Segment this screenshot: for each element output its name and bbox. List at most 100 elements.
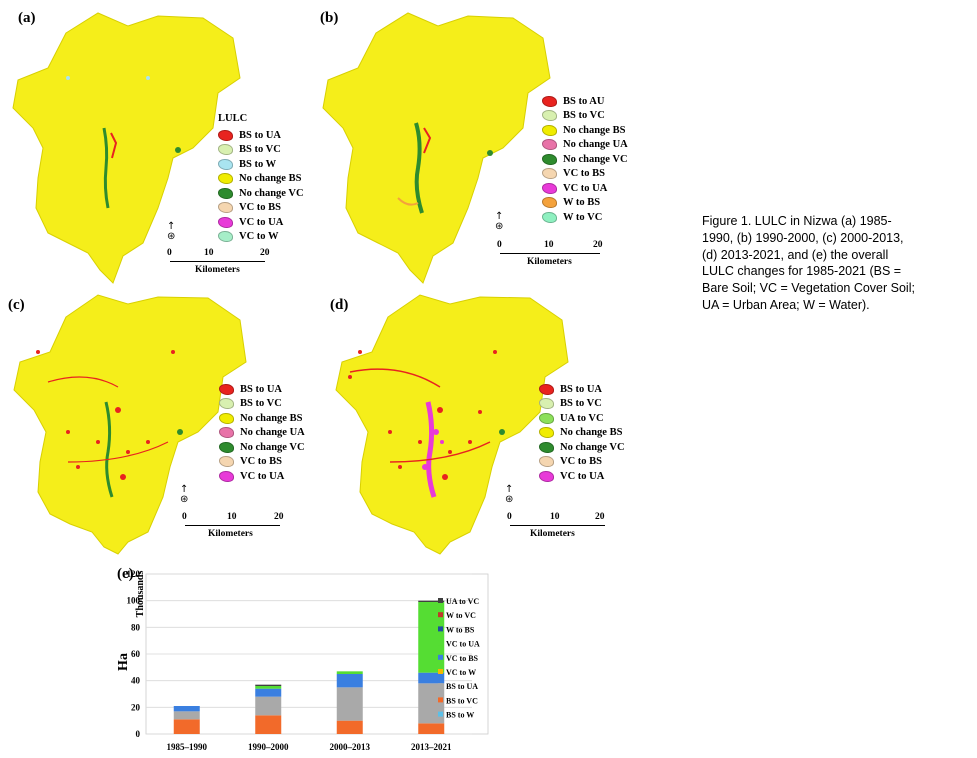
x-tick-label: 2013–2021 — [411, 742, 452, 752]
legend-label: BS to W — [446, 711, 474, 720]
scale-unit: Kilometers — [530, 529, 575, 539]
bar-segment — [336, 720, 363, 734]
legend-label: No change BS — [560, 427, 623, 439]
legend-item: VC to BS — [539, 455, 625, 470]
legend-label: BS to VC — [239, 144, 281, 156]
map-c — [8, 292, 298, 562]
legend-swatch — [219, 398, 234, 410]
legend-label: VC to UA — [240, 470, 285, 482]
legend-item: BS to AU — [542, 94, 628, 109]
legend-swatch — [219, 456, 234, 468]
bar-segment — [255, 686, 282, 689]
legend-item: BS to VC — [218, 143, 304, 158]
legend-label: UA to VC — [560, 412, 604, 424]
bar-segment — [255, 696, 282, 716]
scale-tick-10: 10 — [204, 248, 214, 258]
legend-swatch — [438, 640, 443, 646]
legend-item: VC to UA — [219, 469, 305, 484]
legend-item: VC to UA — [218, 215, 304, 230]
bar-segment — [255, 715, 282, 734]
legend-swatch — [542, 168, 557, 180]
legend-label: No change UA — [563, 139, 628, 151]
legend-item: VC to BS — [219, 455, 305, 470]
legend-label: VC to UA — [560, 470, 605, 482]
north-arrow-icon: ↑ ⊛ — [505, 484, 514, 505]
legend-title: LULC — [218, 113, 248, 124]
legend-label: W to VC — [563, 211, 603, 223]
watershed-shape — [12, 12, 241, 284]
legend-label: W to BS — [446, 625, 475, 634]
legend-label: No change VC — [239, 187, 304, 199]
legend-item: VC to BS — [542, 167, 628, 182]
bar-segment — [336, 687, 363, 721]
scale-tick-0: 0 — [182, 512, 187, 522]
legend-swatch — [438, 626, 443, 632]
x-tick-label: 1985–1990 — [167, 742, 208, 752]
y-tick-label: 120 — [127, 569, 141, 579]
legend-swatch — [542, 182, 557, 194]
legend-item: No change BS — [218, 172, 304, 187]
scale-unit: Kilometers — [195, 265, 240, 275]
legend-item: BS to VC — [219, 397, 305, 412]
scale-tick-10: 10 — [227, 512, 237, 522]
legend-item: W to BS — [542, 196, 628, 211]
legend-label: No change BS — [240, 412, 303, 424]
legend-label: VC to BS — [563, 168, 606, 180]
y-tick-label: 20 — [131, 702, 141, 712]
legend-swatch — [542, 153, 557, 165]
panel-label-d: (d) — [330, 297, 349, 313]
legend-swatch — [438, 711, 443, 717]
map-b — [318, 8, 608, 288]
panel-label-e: (e) — [117, 566, 134, 582]
bar-segment — [418, 683, 445, 724]
scale-tick-20: 20 — [593, 240, 603, 250]
legend-swatch — [542, 211, 557, 223]
legend-label: BS to VC — [446, 696, 478, 705]
legend-label: VC to W — [446, 668, 476, 677]
bar-segment — [255, 688, 282, 697]
legend-swatch — [542, 110, 557, 122]
scale-bar-a: 0 10 20 Kilometers — [165, 248, 275, 278]
legend-swatch — [218, 173, 233, 185]
y-tick-label: 60 — [131, 649, 141, 659]
legend-item: VC to UA — [542, 181, 628, 196]
legend-label: W to VC — [446, 611, 476, 620]
north-arrow-icon: ↑ ⊛ — [167, 221, 176, 242]
legend-label: BS to UA — [446, 682, 478, 691]
legend-item: No change BS — [542, 123, 628, 138]
legend-item: BS to VC — [539, 397, 625, 412]
map-d — [330, 292, 620, 562]
legend-label: VC to UA — [563, 182, 608, 194]
legend-swatch — [438, 612, 443, 618]
legend-item: VC to UA — [539, 469, 625, 484]
bar-segment — [173, 706, 200, 712]
panel-label-c: (c) — [8, 297, 25, 313]
legend-label: No change BS — [239, 173, 302, 185]
legend-label: BS to UA — [240, 383, 283, 395]
legend-swatch — [218, 187, 233, 199]
x-tick-label: 2000–2013 — [330, 742, 371, 752]
legend-swatch — [218, 158, 233, 170]
legend-item: No change UA — [542, 138, 628, 153]
legend-swatch — [539, 412, 554, 424]
legend-swatch — [218, 144, 233, 156]
legend-item: BS to UA — [218, 128, 304, 143]
watershed-shape — [13, 294, 247, 555]
y-axis-label: Ha — [116, 653, 131, 671]
bar-segment — [173, 719, 200, 734]
scale-bar-d: 0 10 20 Kilometers — [505, 512, 615, 542]
legend-item: No change BS — [219, 411, 305, 426]
legend-swatch — [438, 683, 443, 689]
legend-item: No change VC — [219, 440, 305, 455]
legend-swatch — [218, 231, 233, 243]
scale-tick-10: 10 — [544, 240, 554, 250]
legend-item: No change UA — [219, 426, 305, 441]
legend-swatch — [539, 456, 554, 468]
legend-swatch — [218, 216, 233, 228]
scale-tick-20: 20 — [260, 248, 270, 258]
legend-label: No change BS — [563, 124, 626, 136]
legend-label: VC to BS — [239, 202, 282, 214]
legend-item: No change VC — [539, 440, 625, 455]
legend-label: BS to VC — [560, 398, 602, 410]
legend-label: VC to UA — [446, 640, 480, 649]
